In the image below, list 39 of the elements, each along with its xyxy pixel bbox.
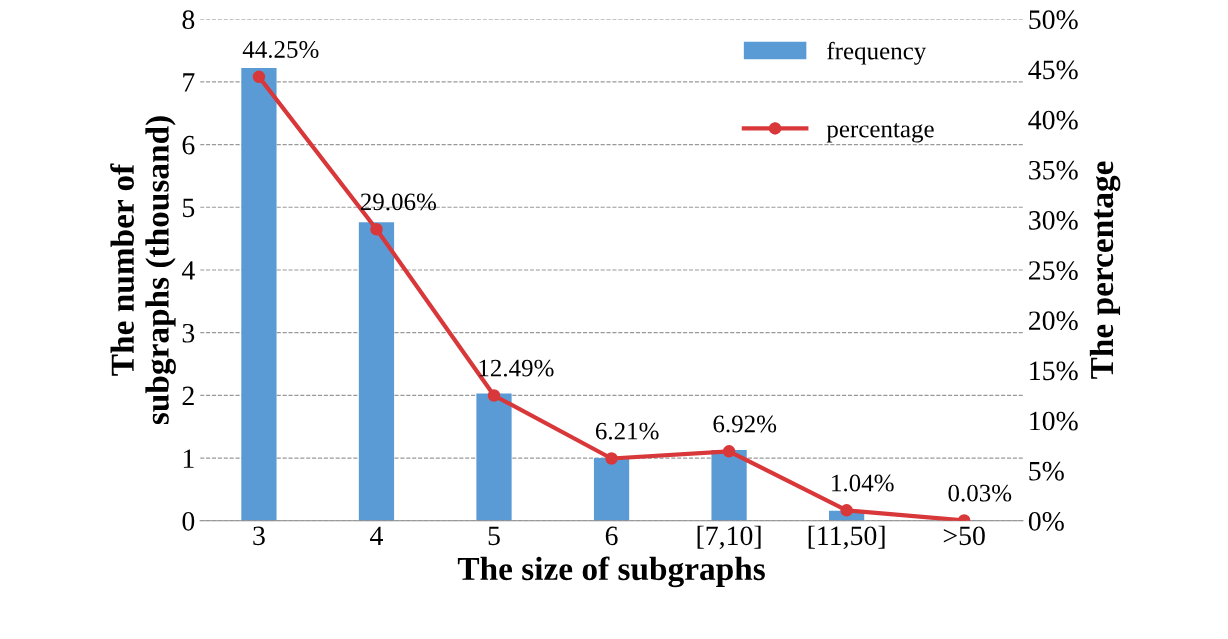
x-axis-title: The size of subgraphs: [457, 556, 765, 588]
x-tick-label: 6: [605, 526, 618, 546]
y2-tick-label: 30%: [1029, 210, 1078, 230]
data-label: 29.06%: [360, 193, 437, 211]
y-tick-label: 6: [182, 135, 195, 155]
data-label: 12.49%: [479, 359, 554, 377]
y-tick-label: 7: [183, 73, 195, 92]
data-label: 44.25%: [242, 41, 319, 58]
y2-tick-label: 35%: [1029, 160, 1078, 180]
y-tick-label: 3: [182, 323, 195, 343]
y2-tick-label: 15%: [1030, 361, 1078, 381]
y2-tick-label: 40%: [1028, 110, 1078, 130]
x-tick-label: 3: [253, 526, 265, 546]
y2-axis-title: The percentage: [1089, 161, 1121, 379]
y-tick-label: 8: [182, 10, 195, 30]
y-tick-label: 1: [183, 449, 194, 468]
y2-tick-label: 25%: [1029, 261, 1078, 280]
y-tick-label: 4: [181, 261, 195, 280]
data-label: 6.92%: [713, 415, 777, 433]
x-tick-label: 4: [370, 526, 383, 545]
y2-tick-label: 20%: [1029, 311, 1078, 331]
y-tick-label: 0: [182, 511, 195, 531]
data-label: 6.21%: [595, 422, 659, 440]
x-tick-label: [11,50]: [808, 525, 885, 550]
y2-tick-label: 10%: [1030, 411, 1078, 431]
y2-tick-label: 5%: [1029, 461, 1064, 481]
y-tick-label: 5: [183, 198, 195, 218]
y-tick-label: 2: [182, 386, 194, 406]
x-tick-label: >50: [943, 526, 985, 546]
x-tick-label: [7,10]: [697, 525, 761, 550]
y2-tick-label: 50%: [1029, 10, 1078, 30]
legend-label: percentage: [826, 123, 934, 143]
y-axis-title: The number of subgraphs (thousand): [110, 116, 176, 425]
data-label: 1.04%: [832, 474, 894, 492]
y2-tick-label: 45%: [1028, 60, 1078, 80]
x-tick-label: 5: [488, 526, 500, 546]
legend-label: frequency: [827, 41, 927, 65]
y2-tick-label: 0%: [1028, 511, 1064, 531]
data-label: 0.03%: [948, 484, 1012, 502]
